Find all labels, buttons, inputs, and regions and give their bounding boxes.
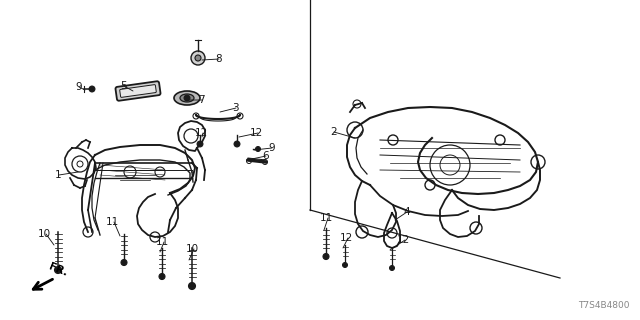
Circle shape (189, 283, 195, 290)
Circle shape (191, 51, 205, 65)
Text: 12: 12 (340, 233, 353, 243)
Text: 11: 11 (320, 213, 333, 223)
Text: 12: 12 (195, 128, 208, 138)
Circle shape (121, 260, 127, 266)
Circle shape (197, 141, 203, 147)
Circle shape (89, 86, 95, 92)
FancyBboxPatch shape (120, 85, 156, 97)
Text: 7: 7 (198, 95, 205, 105)
Text: 9: 9 (75, 82, 82, 92)
Text: 6: 6 (262, 151, 269, 161)
Text: 9: 9 (268, 143, 275, 153)
Text: 11: 11 (106, 217, 119, 227)
Circle shape (234, 141, 240, 147)
Circle shape (390, 266, 394, 270)
Circle shape (342, 262, 348, 268)
Circle shape (159, 274, 165, 279)
Ellipse shape (174, 91, 200, 105)
Text: 10: 10 (186, 244, 199, 254)
Ellipse shape (180, 94, 194, 102)
Text: 1: 1 (55, 170, 61, 180)
FancyBboxPatch shape (115, 81, 161, 101)
Text: 12: 12 (397, 235, 410, 245)
Text: 8: 8 (215, 54, 221, 64)
Circle shape (323, 253, 329, 260)
Circle shape (184, 95, 190, 101)
Text: FR.: FR. (47, 261, 68, 278)
Text: T7S4B4800: T7S4B4800 (579, 301, 630, 310)
Text: 11: 11 (156, 237, 169, 247)
Text: 10: 10 (38, 229, 51, 239)
Circle shape (255, 147, 260, 151)
Circle shape (195, 55, 201, 61)
Text: 2: 2 (330, 127, 337, 137)
Text: 12: 12 (250, 128, 263, 138)
Circle shape (54, 267, 61, 274)
Text: 3: 3 (232, 103, 239, 113)
Text: 5: 5 (120, 81, 127, 91)
Text: 4: 4 (403, 207, 410, 217)
